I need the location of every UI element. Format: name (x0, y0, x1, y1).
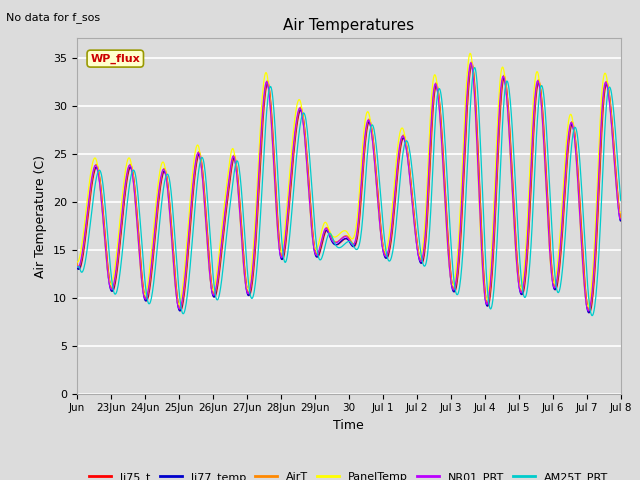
Y-axis label: Air Temperature (C): Air Temperature (C) (35, 155, 47, 277)
X-axis label: Time: Time (333, 419, 364, 432)
Legend: li75_t, li77_temp, AirT, PanelTemp, NR01_PRT, AM25T_PRT: li75_t, li77_temp, AirT, PanelTemp, NR01… (84, 468, 613, 480)
Text: No data for f_sos: No data for f_sos (6, 12, 100, 23)
Title: Air Temperatures: Air Temperatures (284, 18, 414, 33)
Text: WP_flux: WP_flux (90, 53, 140, 64)
